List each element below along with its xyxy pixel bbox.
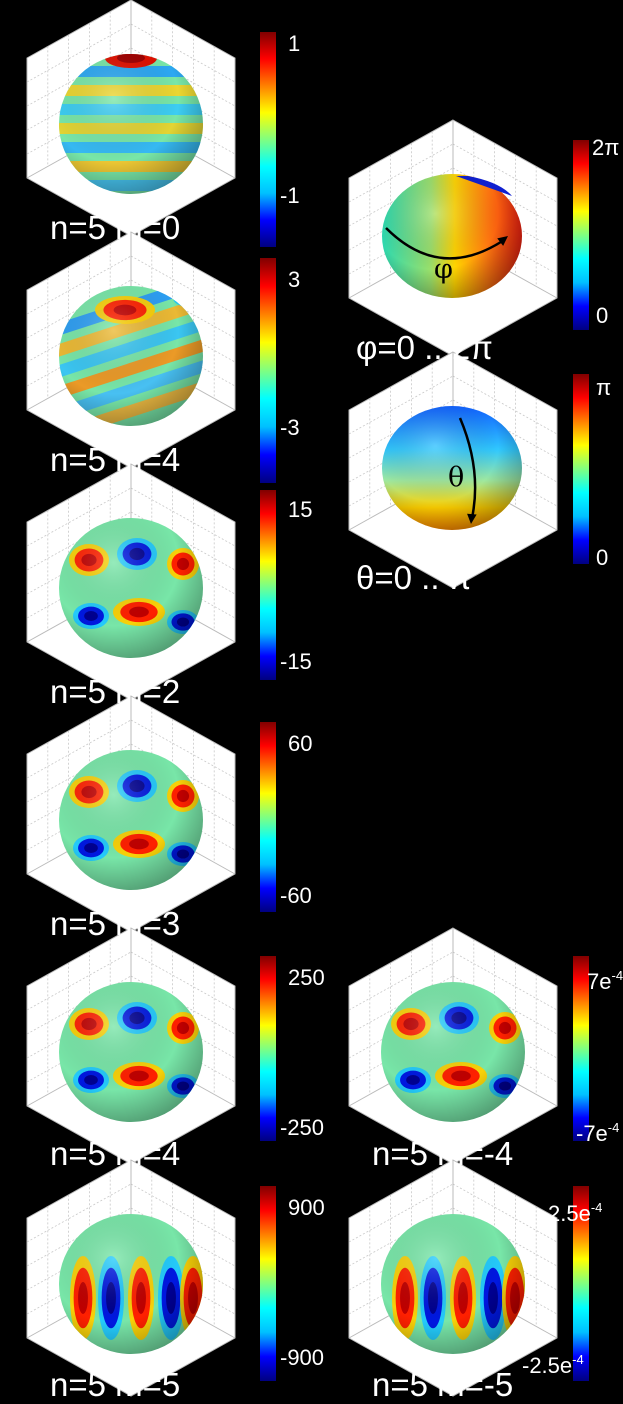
panel-0-colorbar xyxy=(260,32,276,247)
panel-2-colorbar xyxy=(260,490,276,680)
caption-n5-m2: n=5 m=2 xyxy=(50,673,181,710)
phi-arrow xyxy=(385,227,508,260)
colorbar-max-m5: 900 xyxy=(288,1195,325,1220)
theta-arrow xyxy=(458,417,477,524)
colorbar-max-m4-lower: 250 xyxy=(288,965,325,990)
panel-4-sphere xyxy=(59,982,203,1122)
panel-7-colorbar xyxy=(573,1186,589,1381)
panel-4-colorbar xyxy=(260,956,276,1141)
caption-n5-m-5: n=5 m=-5 xyxy=(372,1366,514,1403)
colorbar-max-m-5: 2.5e-4 xyxy=(548,1200,603,1226)
colorbar-max-phi: 2π xyxy=(592,135,620,160)
caption-n5-m-4: n=5 m=-4 xyxy=(372,1135,514,1172)
panel-0-sphere xyxy=(59,54,203,194)
caption-phi-range: φ=0 .. 2π xyxy=(356,329,493,366)
colorbar-min-m2: -15 xyxy=(280,649,312,674)
phi-symbol: φ xyxy=(434,254,453,285)
caption-n5-m4: n=5 m=4 xyxy=(50,441,181,478)
caption-theta-range: θ=0 .. π xyxy=(356,559,472,596)
panel-3-sphere xyxy=(59,750,203,890)
panel-3-colorbar xyxy=(260,722,276,912)
panel-1-colorbar xyxy=(260,258,276,483)
caption-n5-m3: n=5 m=3 xyxy=(50,905,181,942)
colorbar-min-m4: -3 xyxy=(280,415,300,440)
colorbar-min-m5: -900 xyxy=(280,1345,325,1370)
panel-5-colorbar xyxy=(260,1186,276,1381)
panel-6-colorbar xyxy=(573,956,589,1141)
colorbar-max-m-4: 7e-4 xyxy=(587,968,623,994)
colorbar-min-theta: 0 xyxy=(596,545,609,570)
colorbar-min-m3: -60 xyxy=(280,883,312,908)
caption-n5-m5: n=5 m=5 xyxy=(50,1366,181,1403)
theta-panel-colorbar xyxy=(573,374,589,564)
panel-6-sphere xyxy=(381,982,525,1122)
colorbar-min-m0: -1 xyxy=(280,183,300,208)
theta-sphere xyxy=(382,406,522,530)
theta-symbol: θ xyxy=(448,462,464,493)
phi-sphere xyxy=(382,174,522,298)
colorbar-max-m4: 3 xyxy=(288,267,301,292)
panel-2-sphere xyxy=(59,518,203,658)
colorbar-max-m3: 60 xyxy=(288,731,313,756)
colorbar-min-m4-lower: -250 xyxy=(280,1115,325,1140)
colorbar-max-theta: π xyxy=(596,375,612,400)
caption-n5-m4-lower: n=5 m=4 xyxy=(50,1135,181,1172)
colorbar-max-m2: 15 xyxy=(288,497,313,522)
phi-panel-colorbar xyxy=(573,140,589,330)
colorbar-min-m-5: -2.5e-4 xyxy=(522,1352,584,1378)
colorbar-min-phi: 0 xyxy=(596,303,609,328)
colorbar-max-m0: 1 xyxy=(288,31,301,56)
caption-n5-m0: n=5 m=0 xyxy=(50,209,181,246)
panel-7-sphere xyxy=(381,1214,525,1354)
colorbar-min-m-4: -7e-4 xyxy=(576,1120,620,1146)
